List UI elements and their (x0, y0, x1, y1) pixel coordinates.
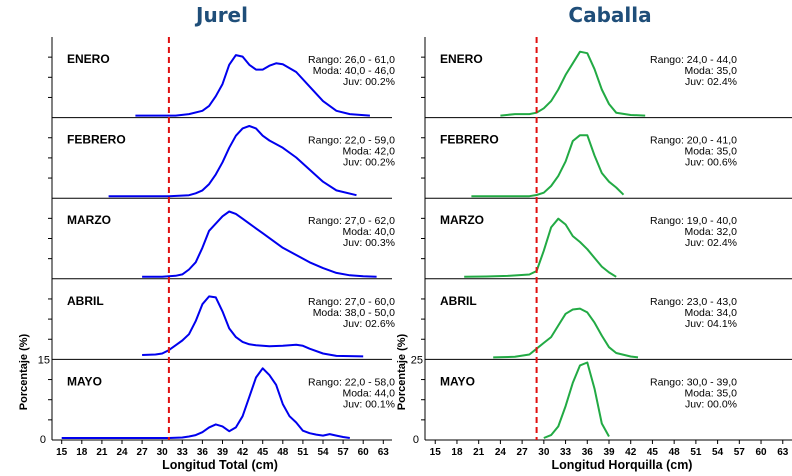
caballa-panel-stat: Juv: 00.6% (685, 157, 737, 169)
jurel-series-mayo (61, 367, 350, 439)
jurel-x-tick-label: 51 (297, 447, 309, 458)
jurel-series-marzo (142, 210, 377, 278)
jurel-x-tick-label: 42 (237, 447, 249, 458)
jurel-x-axis-label: Longitud Total (cm) (162, 458, 278, 472)
jurel-x-tick-label: 21 (96, 447, 108, 458)
caballa-x-tick-label: 18 (451, 447, 463, 458)
caballa-panel-label-enero: ENERO (440, 52, 483, 66)
jurel-panel-label-febrero: FEBRERO (67, 133, 126, 147)
jurel-panel-stat: Moda: 40,0 (342, 226, 395, 238)
jurel-y-tick-label: 15 (38, 354, 50, 366)
jurel-x-tick-label: 54 (317, 447, 329, 458)
caballa-panel-stat: Rango: 23,0 - 43,0 (650, 296, 737, 308)
jurel-panel-stat: Rango: 22,0 - 59,0 (308, 135, 395, 147)
jurel-x-tick-label: 45 (257, 447, 269, 458)
jurel-x-tick-label: 27 (137, 447, 149, 458)
jurel-x-tick-label: 18 (76, 447, 88, 458)
caballa-x-tick-label: 45 (647, 447, 659, 458)
jurel-x-tick-label: 39 (217, 447, 229, 458)
jurel-panel-label-abril: ABRIL (67, 294, 104, 308)
jurel-panel-stat: Juv: 00.1% (343, 398, 395, 410)
jurel-y-tick-label: 0 (40, 434, 46, 446)
jurel-panel-stat: Rango: 26,0 - 61,0 (308, 54, 395, 66)
caballa-panel-stat: Juv: 04.1% (685, 318, 737, 330)
caballa-x-tick-label: 33 (560, 447, 572, 458)
caballa-x-tick-label: 63 (777, 447, 789, 458)
jurel-x-tick-label: 36 (197, 447, 209, 458)
caballa-x-tick-label: 42 (625, 447, 637, 458)
jurel-panel-stat: Juv: 00.2% (343, 157, 395, 169)
jurel-panel-stat: Rango: 27,0 - 62,0 (308, 215, 395, 227)
jurel-series-abril (142, 295, 364, 358)
caballa-y-tick-label: 25 (411, 354, 423, 366)
jurel-panel-stat: Moda: 42,0 (342, 146, 395, 158)
caballa-panel-stat: Moda: 35,0 (684, 65, 737, 77)
caballa-x-tick-label: 57 (734, 447, 746, 458)
caballa-x-tick-label: 54 (712, 447, 724, 458)
caballa-series-abril (493, 307, 639, 359)
jurel-x-tick-label: 48 (277, 447, 289, 458)
jurel-panel-stat: Juv: 00.2% (343, 76, 395, 88)
jurel-panel-stat: Rango: 27,0 - 60,0 (308, 296, 395, 308)
jurel-x-tick-label: 24 (116, 447, 128, 458)
caballa-x-tick-label: 24 (495, 447, 507, 458)
jurel-x-tick-label: 60 (358, 447, 370, 458)
caballa-x-tick-label: 27 (517, 447, 529, 458)
caballa-panel-stat: Juv: 02.4% (685, 237, 737, 249)
jurel-x-tick-label: 33 (177, 447, 189, 458)
jurel-panel-stat: Moda: 40,0 - 46,0 (313, 65, 395, 77)
jurel-x-tick-label: 30 (157, 447, 169, 458)
caballa-x-tick-label: 51 (690, 447, 702, 458)
caballa-y-tick-label: 0 (413, 434, 419, 446)
caballa-panel-stat: Rango: 30,0 - 39,0 (650, 376, 737, 388)
caballa-series-marzo (464, 217, 617, 278)
jurel-title: Jurel (194, 3, 248, 27)
jurel-x-tick-label: 57 (338, 447, 350, 458)
caballa-x-axis-label: Longitud Horquilla (cm) (552, 458, 693, 472)
caballa-panel-label-abril: ABRIL (440, 294, 477, 308)
jurel-panel-stat: Moda: 38,0 - 50,0 (313, 307, 395, 319)
jurel-y-axis-label: Porcentaje (%) (18, 333, 30, 410)
caballa-x-tick-label: 15 (430, 447, 442, 458)
jurel-series-enero (135, 54, 370, 117)
caballa-series-mayo (543, 361, 610, 439)
caballa-x-tick-label: 30 (538, 447, 550, 458)
jurel-series-febrero (108, 125, 357, 198)
caballa-panel-label-febrero: FEBRERO (440, 133, 499, 147)
caballa-panel-stat: Rango: 19,0 - 40,0 (650, 215, 737, 227)
jurel-panel-stat: Moda: 44,0 (342, 387, 395, 399)
caballa-panel-stat: Juv: 02.4% (685, 76, 737, 88)
jurel-x-tick-label: 63 (378, 447, 390, 458)
jurel-panel-label-enero: ENERO (67, 52, 110, 66)
caballa-panel-stat: Rango: 24,0 - 44,0 (650, 54, 737, 66)
caballa-panel-stat: Juv: 00.0% (685, 398, 737, 410)
caballa-series-febrero (471, 134, 625, 198)
caballa-x-tick-label: 60 (755, 447, 767, 458)
jurel-x-tick-label: 15 (56, 447, 68, 458)
caballa-x-tick-label: 39 (603, 447, 615, 458)
caballa-panel-stat: Moda: 32,0 (684, 226, 737, 238)
caballa-panel-stat: Moda: 34,0 (684, 307, 737, 319)
caballa-panel-label-mayo: MAYO (440, 374, 475, 388)
caballa-title: Caballa (568, 3, 651, 27)
jurel-panel-label-mayo: MAYO (67, 374, 102, 388)
caballa-panel-stat: Moda: 35,0 (684, 387, 737, 399)
jurel-panel-stat: Juv: 02.6% (343, 318, 395, 330)
caballa-x-tick-label: 21 (473, 447, 485, 458)
jurel-panel-stat: Rango: 22,0 - 58,0 (308, 376, 395, 388)
caballa-panel-label-marzo: MARZO (440, 213, 484, 227)
jurel-panel-label-marzo: MARZO (67, 213, 111, 227)
caballa-panel-stat: Moda: 35,0 (684, 146, 737, 158)
caballa-panel-stat: Rango: 20,0 - 41,0 (650, 135, 737, 147)
caballa-x-tick-label: 36 (582, 447, 594, 458)
jurel-panel-stat: Juv: 00.3% (343, 237, 395, 249)
caballa-y-axis-label: Porcentaje (%) (396, 333, 408, 410)
caballa-x-tick-label: 48 (669, 447, 681, 458)
caballa-series-enero (500, 50, 646, 117)
